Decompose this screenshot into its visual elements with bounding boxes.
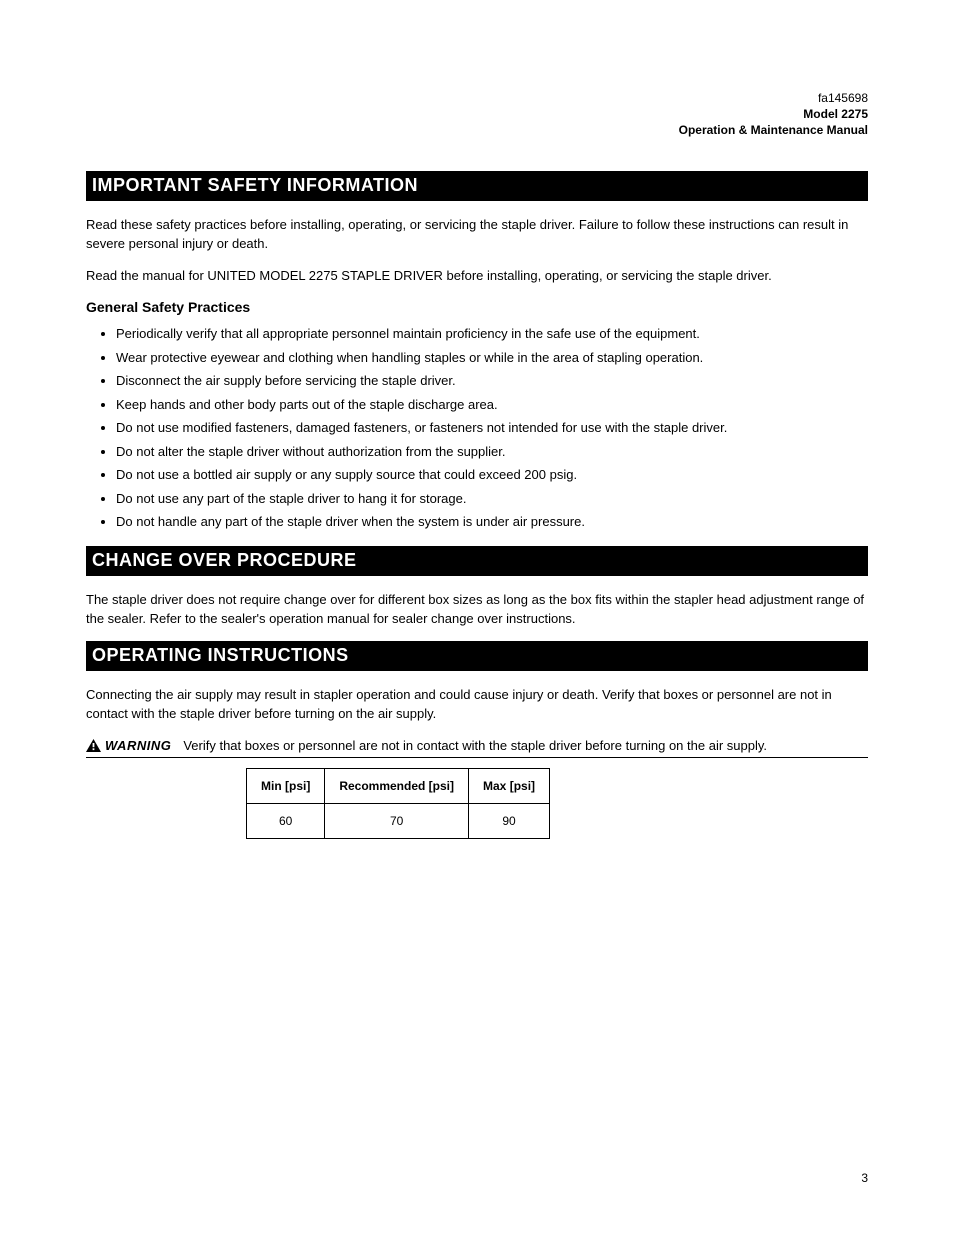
pressure-table: Min [psi] Recommended [psi] Max [psi] 60…: [246, 768, 550, 839]
warning-callout: WARNING Verify that boxes or personnel a…: [86, 736, 868, 759]
list-item: Disconnect the air supply before servici…: [116, 371, 868, 391]
table-cell: 70: [325, 804, 469, 839]
warning-text: Verify that boxes or personnel are not i…: [183, 736, 868, 756]
section-heading-safety: IMPORTANT SAFETY INFORMATION: [86, 171, 868, 201]
warning-triangle-icon: [86, 739, 101, 752]
list-item: Do not alter the staple driver without a…: [116, 442, 868, 462]
table-cell: 90: [469, 804, 550, 839]
operating-body: Connecting the air supply may result in …: [86, 685, 868, 840]
document-header: fa145698 Model 2275 Operation & Maintena…: [86, 90, 868, 139]
table-row: 60 70 90: [247, 804, 550, 839]
page: fa145698 Model 2275 Operation & Maintena…: [0, 0, 954, 1235]
list-item: Keep hands and other body parts out of t…: [116, 395, 868, 415]
table-cell: 60: [247, 804, 325, 839]
paragraph: Read these safety practices before insta…: [86, 215, 868, 254]
paragraph: Read the manual for UNITED MODEL 2275 ST…: [86, 266, 868, 286]
manual-type: Operation & Maintenance Manual: [86, 122, 868, 138]
changeover-body: The staple driver does not require chang…: [86, 590, 868, 629]
table-header: Min [psi]: [247, 769, 325, 804]
section-heading-operating: OPERATING INSTRUCTIONS: [86, 641, 868, 671]
paragraph: The staple driver does not require chang…: [86, 590, 868, 629]
list-item: Do not use any part of the staple driver…: [116, 489, 868, 509]
list-item: Do not handle any part of the staple dri…: [116, 512, 868, 532]
safety-bullet-list: Periodically verify that all appropriate…: [86, 324, 868, 532]
warning-word: WARNING: [105, 736, 171, 756]
list-item: Do not use modified fasteners, damaged f…: [116, 418, 868, 438]
warning-label: WARNING: [86, 736, 171, 756]
table-header-row: Min [psi] Recommended [psi] Max [psi]: [247, 769, 550, 804]
product-name: Model 2275: [86, 106, 868, 122]
list-item: Periodically verify that all appropriate…: [116, 324, 868, 344]
page-number: 3: [861, 1171, 868, 1185]
list-item: Wear protective eyewear and clothing whe…: [116, 348, 868, 368]
table-header: Max [psi]: [469, 769, 550, 804]
table-header: Recommended [psi]: [325, 769, 469, 804]
subheading-general-safety: General Safety Practices: [86, 297, 868, 318]
section-heading-changeover: CHANGE OVER PROCEDURE: [86, 546, 868, 576]
safety-intro: Read these safety practices before insta…: [86, 215, 868, 532]
list-item: Do not use a bottled air supply or any s…: [116, 465, 868, 485]
doc-number: fa145698: [86, 90, 868, 106]
paragraph: Connecting the air supply may result in …: [86, 685, 868, 724]
